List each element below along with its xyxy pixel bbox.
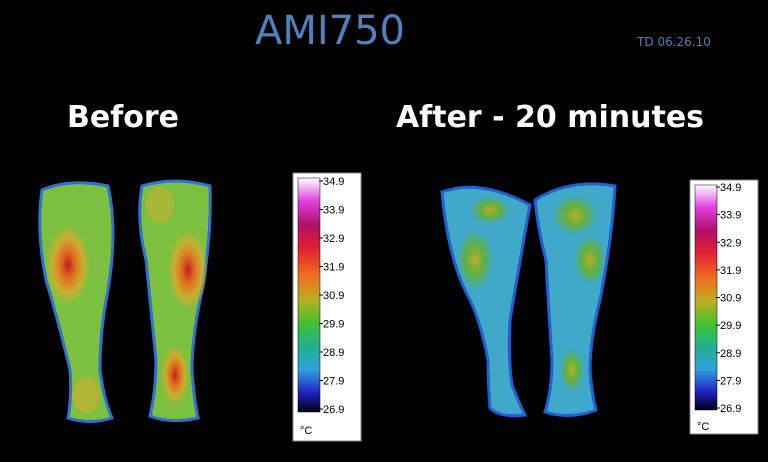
scale-label: 32.9 xyxy=(720,237,741,249)
scale-label: 28.9 xyxy=(323,347,344,359)
scale-label: 29.9 xyxy=(720,320,741,332)
date: TD 06.26.10 xyxy=(636,35,711,49)
scale-label: 32.9 xyxy=(323,233,344,245)
title: AMI750 xyxy=(255,8,405,54)
thermal-image-before xyxy=(38,179,212,423)
panel-label: After - 20 minutes xyxy=(396,100,704,135)
scale-label: 34.9 xyxy=(720,182,741,194)
color-scale: °C 34.9 33.9 32.9 31.9 30.9 29.9 28.9 27.9 26.9 xyxy=(689,179,759,435)
color-scale: °C 34.9 33.9 32.9 31.9 30.9 29.9 28.9 27.9 26.9 xyxy=(292,172,362,442)
scale-label: 31.9 xyxy=(323,262,344,274)
thermal-image-after xyxy=(440,182,617,418)
scale-bar xyxy=(297,177,321,413)
panel-label: Before xyxy=(67,100,179,135)
scale-label: 33.9 xyxy=(323,205,344,217)
scale-unit: °C xyxy=(697,421,709,433)
scale-label: 28.9 xyxy=(720,348,741,360)
scale-label: 30.9 xyxy=(720,293,741,305)
scale-label: 26.9 xyxy=(720,403,741,415)
scale-label: 31.9 xyxy=(720,265,741,277)
scale-label: 33.9 xyxy=(720,210,741,222)
scale-unit: °C xyxy=(300,425,312,437)
scale-label: 27.9 xyxy=(720,375,741,387)
scale-label: 27.9 xyxy=(323,376,344,388)
scale-bar xyxy=(694,184,718,411)
scale-label: 34.9 xyxy=(323,176,344,188)
scale-label: 26.9 xyxy=(323,404,344,416)
scale-label: 30.9 xyxy=(323,290,344,302)
scale-label: 29.9 xyxy=(323,319,344,331)
